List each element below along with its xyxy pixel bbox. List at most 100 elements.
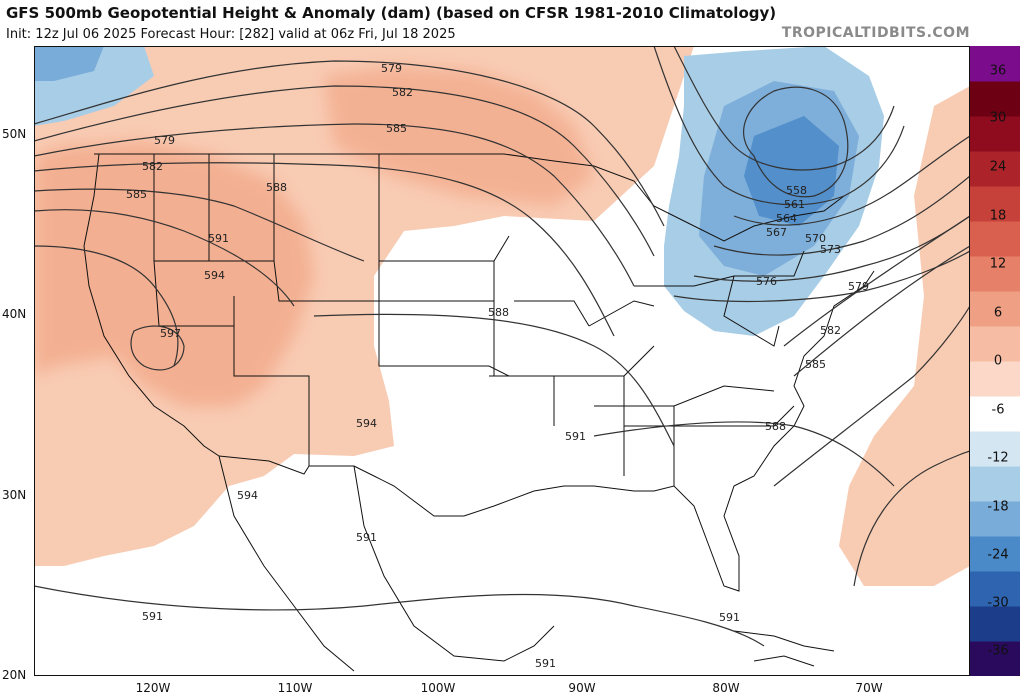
caribbean [733, 630, 835, 667]
contour-label: 564 [776, 212, 797, 225]
colorbar-segment [970, 151, 1020, 187]
contour-line [673, 250, 970, 303]
colorbar-segment [970, 431, 1020, 467]
contour-label: 567 [766, 226, 787, 239]
contour-line [313, 313, 675, 447]
contour-line [653, 46, 905, 206]
contour-label: 588 [488, 306, 509, 319]
colorbar-label: -24 [987, 547, 1009, 563]
colorbar-segment [970, 501, 1020, 537]
contour-label: 579 [154, 134, 175, 147]
contour-label: 585 [386, 122, 407, 135]
colorbar-segment [970, 81, 1020, 117]
contour-label: 585 [805, 358, 826, 371]
lat-label-50n: 50N [2, 127, 27, 141]
colorbar-label: -6 [991, 402, 1005, 418]
colorbar-segment [970, 256, 1020, 292]
gulf-coast [493, 270, 875, 592]
contour-line [693, 215, 970, 282]
contour-label: 597 [160, 327, 181, 340]
colorbar-segment [970, 606, 1020, 642]
lat-label-30n: 30N [2, 488, 27, 502]
colorbar-segment [970, 396, 1020, 432]
colorbar-segment [970, 571, 1020, 607]
colorbar-label: -12 [987, 450, 1009, 466]
contour-line [733, 135, 970, 226]
contour-label: 591 [719, 611, 740, 624]
colorbar-segment [970, 466, 1020, 502]
contour-label: 591 [565, 430, 586, 443]
colorbar-label: 6 [993, 305, 1003, 321]
contour-line [130, 325, 185, 371]
us-canada-border [94, 153, 845, 242]
us-mexico-border [218, 455, 495, 517]
lon-label-120w: 120W [135, 681, 171, 695]
contour-label: 582 [820, 324, 841, 337]
anomaly-shading [34, 46, 970, 586]
lon-label-90w: 90W [568, 681, 596, 695]
colorbar-label: 18 [989, 208, 1007, 224]
map-frame [34, 46, 970, 676]
colorbar-label: -18 [987, 499, 1009, 515]
contour-line [743, 86, 849, 198]
contour-label: 558 [786, 184, 807, 197]
contour-line [34, 60, 665, 227]
colorbar-segment [970, 186, 1020, 222]
boundaries [83, 153, 875, 672]
negative-anomaly-pacific-core [34, 46, 104, 81]
colorbar-segment [970, 326, 1020, 362]
contour-label: 594 [204, 269, 225, 282]
colorbar-label: 12 [989, 256, 1007, 272]
chart-subtitle: Init: 12z Jul 06 2025 Forecast Hour: [28… [6, 27, 456, 42]
contour-label: 591 [142, 610, 163, 623]
contour-label: 591 [208, 232, 229, 245]
mexico-outline [218, 455, 555, 672]
contour-line [713, 175, 970, 256]
contour-label: 570 [805, 232, 826, 245]
contour-line [34, 585, 765, 647]
colorbar-segment [970, 116, 1020, 152]
contour-label: 579 [848, 280, 869, 293]
colorbar-segment [970, 641, 1020, 676]
colorbar-label: 30 [989, 110, 1007, 126]
colorbar-label: 36 [989, 63, 1007, 79]
colorbar-label: 0 [993, 353, 1003, 369]
colorbar-segment [970, 361, 1020, 397]
lon-label-110w: 110W [277, 681, 313, 695]
contour-label: 579 [381, 62, 402, 75]
contour-label: 588 [765, 420, 786, 433]
contour-label: 591 [535, 657, 556, 670]
contour-line [793, 245, 970, 377]
chart-title: GFS 500mb Geopotential Height & Anomaly … [6, 4, 777, 22]
colorbar-segment [970, 46, 1020, 82]
lat-label-40n: 40N [2, 307, 27, 321]
colorbar-segment [970, 536, 1020, 572]
weather-map: 579 582 585 579 582 585 588 591 594 597 … [34, 46, 970, 676]
contour-line [34, 209, 295, 307]
contour-label: 588 [266, 181, 287, 194]
anomaly-colorbar [970, 46, 1020, 676]
contour-label: 594 [356, 417, 377, 430]
height-contours [34, 46, 970, 647]
lat-label-20n: 20N [2, 668, 27, 682]
contour-labels: 579 582 585 579 582 585 588 591 594 597 … [126, 62, 869, 670]
contour-label: 561 [784, 198, 805, 211]
contour-line [34, 245, 179, 367]
contour-line [673, 46, 895, 171]
lon-label-70w: 70W [855, 681, 883, 695]
contour-label: 576 [756, 275, 777, 288]
contour-line [773, 305, 970, 487]
colorbar-label: 24 [989, 159, 1007, 175]
brand-watermark: TROPICALTIDBITS.COM [781, 25, 970, 41]
contour-line [593, 421, 895, 487]
positive-anomaly-west-strong [34, 141, 314, 406]
positive-anomaly-atlantic [839, 86, 970, 586]
lon-label-80w: 80W [712, 681, 740, 695]
colorbar-segment [970, 221, 1020, 257]
contour-label: 585 [126, 188, 147, 201]
contour-line [34, 85, 655, 257]
contour-label: 582 [392, 86, 413, 99]
contour-label: 591 [356, 531, 377, 544]
contour-label: 573 [820, 243, 841, 256]
colorbar-label: -30 [987, 595, 1009, 611]
